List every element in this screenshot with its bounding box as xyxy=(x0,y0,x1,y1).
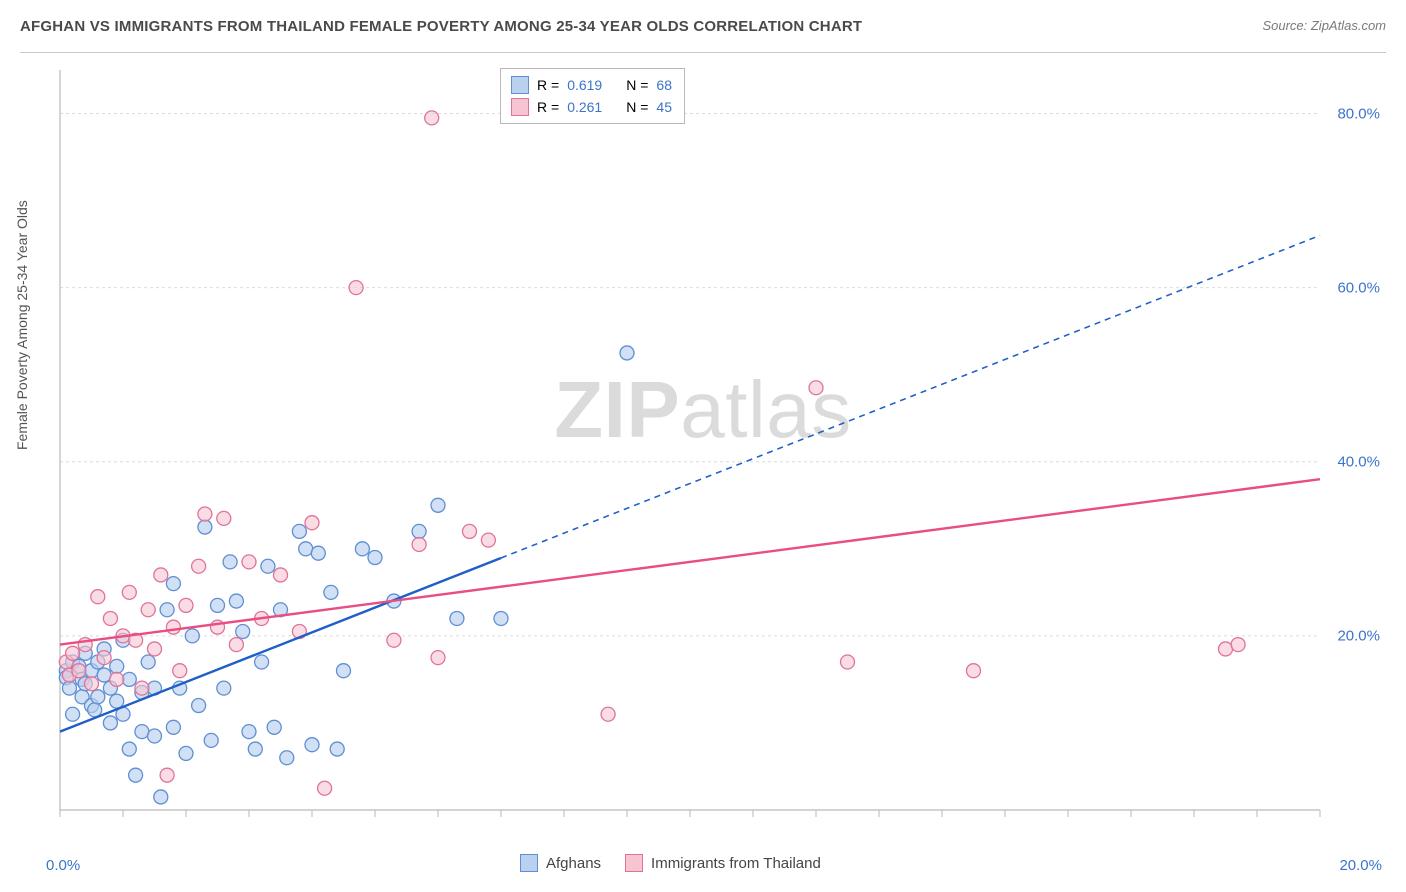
legend-stats: R = 0.619 N = 68 R = 0.261 N = 45 xyxy=(500,68,685,124)
n-value: 45 xyxy=(656,99,672,115)
legend-label: Afghans xyxy=(546,855,601,872)
y-tick-label: 80.0% xyxy=(1337,105,1380,122)
y-tick-label: 20.0% xyxy=(1337,627,1380,644)
legend-stats-row: R = 0.619 N = 68 xyxy=(511,74,672,96)
y-tick-label: 60.0% xyxy=(1337,279,1380,296)
y-tick-label: 40.0% xyxy=(1337,453,1380,470)
scatter-plot xyxy=(50,60,1380,850)
chart-title: AFGHAN VS IMMIGRANTS FROM THAILAND FEMAL… xyxy=(20,18,862,35)
swatch-icon xyxy=(511,98,529,116)
r-label: R = xyxy=(537,77,559,93)
n-value: 68 xyxy=(656,77,672,93)
legend-item: Afghans xyxy=(520,854,601,872)
y-axis-label: Female Poverty Among 25-34 Year Olds xyxy=(14,200,30,450)
n-label: N = xyxy=(626,99,648,115)
swatch-icon xyxy=(511,76,529,94)
source-label: Source: ZipAtlas.com xyxy=(1262,18,1386,33)
title-bar: AFGHAN VS IMMIGRANTS FROM THAILAND FEMAL… xyxy=(20,18,1386,53)
n-label: N = xyxy=(626,77,648,93)
r-label: R = xyxy=(537,99,559,115)
legend-label: Immigrants from Thailand xyxy=(651,855,821,872)
legend-item: Immigrants from Thailand xyxy=(625,854,821,872)
x-tick-label: 20.0% xyxy=(1339,857,1382,874)
swatch-icon xyxy=(520,854,538,872)
legend-stats-row: R = 0.261 N = 45 xyxy=(511,96,672,118)
chart-container: AFGHAN VS IMMIGRANTS FROM THAILAND FEMAL… xyxy=(0,0,1406,892)
legend-series: Afghans Immigrants from Thailand xyxy=(520,854,821,872)
r-value: 0.261 xyxy=(567,99,602,115)
r-value: 0.619 xyxy=(567,77,602,93)
x-tick-label: 0.0% xyxy=(46,857,80,874)
swatch-icon xyxy=(625,854,643,872)
